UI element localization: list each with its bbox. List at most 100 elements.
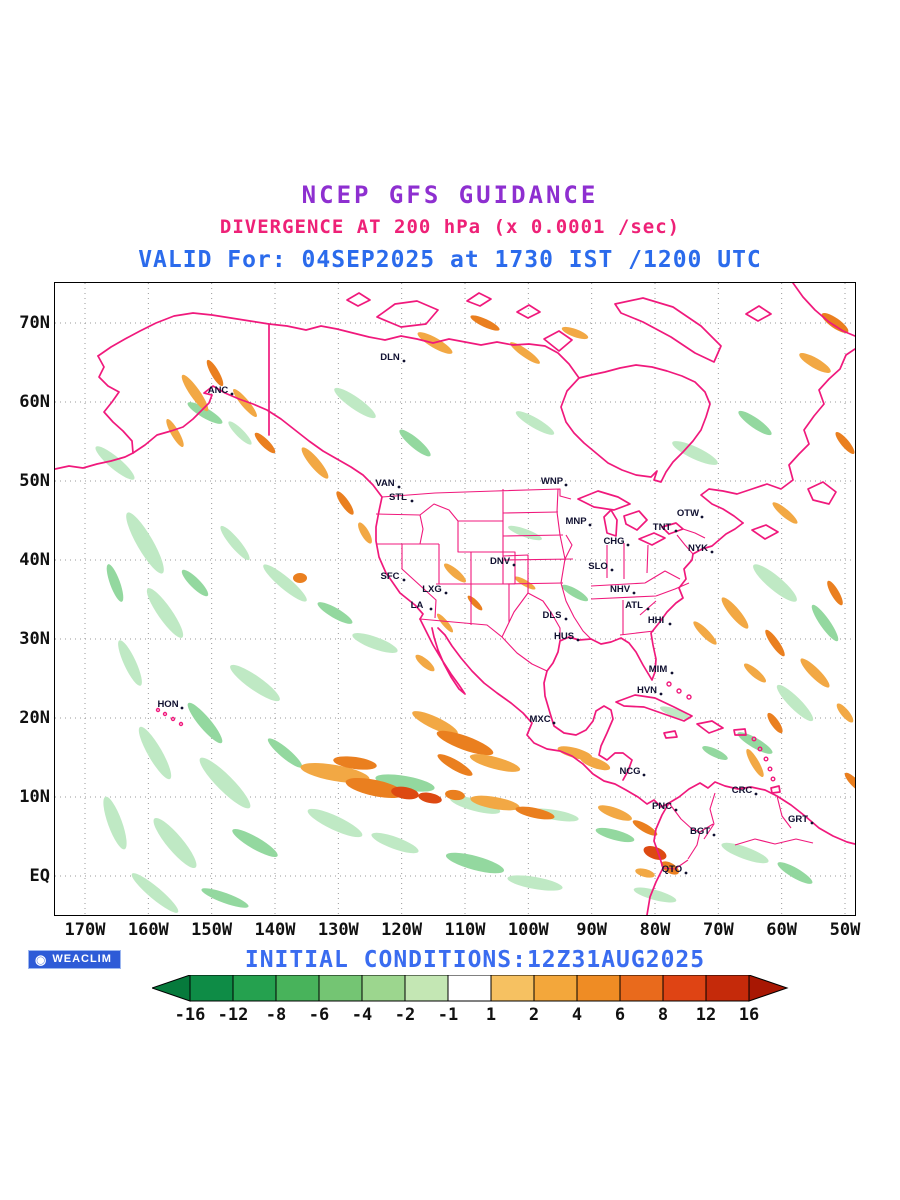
antilles-island xyxy=(767,766,773,772)
antilles-island xyxy=(770,776,776,782)
divergence-patch xyxy=(418,792,442,804)
central-america-pacific-coast xyxy=(582,763,670,808)
lon-tick-130w: 130W xyxy=(317,920,359,940)
station-label-qto: QTO xyxy=(662,864,682,875)
victoria-island xyxy=(376,300,439,328)
lake-erie xyxy=(638,532,666,546)
colorbar-segment xyxy=(619,974,664,1002)
divergence-patch xyxy=(201,888,249,908)
divergence-patch xyxy=(199,757,251,809)
chart-subtitle: DIVERGENCE AT 200 hPa (x 0.0001 /sec) xyxy=(219,216,681,238)
divergence-patch xyxy=(449,796,501,814)
divergence-patch xyxy=(515,806,555,820)
station-label-mim: MIM xyxy=(649,664,668,675)
station-label-tnt: TNT xyxy=(653,522,672,533)
divergence-patch xyxy=(765,629,785,657)
colorbar-tick-label: 4 xyxy=(572,1005,582,1025)
station-marker xyxy=(610,568,614,572)
station-marker xyxy=(410,499,414,503)
lake-superior xyxy=(577,490,631,511)
divergence-patch xyxy=(232,829,278,857)
station-label-lxg: LXG xyxy=(422,584,442,595)
station-marker xyxy=(632,591,636,595)
divergence-patch xyxy=(643,846,667,860)
station-label-wnp: WNP xyxy=(541,476,564,487)
colorbar-tick-label: 6 xyxy=(615,1005,625,1025)
st-lawrence-labrador-coast xyxy=(700,348,855,524)
station-label-crc: CRC xyxy=(732,785,753,796)
station-label-grt: GRT xyxy=(788,814,808,825)
divergence-patch xyxy=(437,754,473,776)
divergence-patch xyxy=(561,584,589,602)
divergence-patch xyxy=(508,525,542,541)
divergence-patch xyxy=(579,755,611,771)
lon-tick-100w: 100W xyxy=(507,920,549,940)
station-label-dnv: DNV xyxy=(490,556,511,567)
divergence-patch xyxy=(445,789,465,801)
divergence-patch xyxy=(836,703,854,723)
divergence-patch xyxy=(515,411,555,435)
divergence-patch xyxy=(131,873,179,913)
hispaniola xyxy=(696,720,724,734)
divergence-shading xyxy=(95,312,855,913)
divergence-patch xyxy=(126,512,164,574)
station-label-ncg: NCG xyxy=(619,766,640,777)
station-label-dls: DLS xyxy=(543,610,562,621)
divergence-patch xyxy=(737,732,773,754)
divergence-patch xyxy=(800,658,830,688)
newfoundland xyxy=(807,481,837,505)
divergence-patch xyxy=(375,774,435,792)
bahamas-island xyxy=(686,694,692,700)
divergence-patch xyxy=(510,342,540,364)
station-marker xyxy=(700,515,704,519)
divergence-patch xyxy=(772,502,798,524)
lon-tick-110w: 110W xyxy=(444,920,486,940)
colorbar-right-arrow xyxy=(748,974,789,1002)
divergence-patch xyxy=(721,597,749,629)
gulf-of-mexico-south-coast xyxy=(543,670,633,781)
station-label-chg: CHG xyxy=(603,536,624,547)
arctic-coast xyxy=(97,312,580,379)
lake-huron xyxy=(623,510,648,531)
station-marker xyxy=(402,578,406,582)
lat-tick-70n: 70N xyxy=(19,313,50,333)
divergence-patch xyxy=(777,862,813,884)
colorbar-tick-label: -6 xyxy=(309,1005,329,1025)
colorbar: -16 -12 -8 -6 -4 -2 -1 1 2 4 6 8 12 16 xyxy=(150,974,802,1031)
divergence-patch xyxy=(293,573,307,583)
antilles-island xyxy=(763,756,769,762)
divergence-patch xyxy=(317,602,353,624)
us-east-coast xyxy=(546,522,744,681)
colorbar-segment xyxy=(447,974,492,1002)
station-marker xyxy=(659,692,663,696)
antilles-island xyxy=(757,746,763,752)
divergence-patch xyxy=(267,738,303,768)
station-marker xyxy=(674,529,678,533)
bahamas-island xyxy=(676,688,682,694)
divergence-patch xyxy=(334,387,376,419)
divergence-patch xyxy=(187,402,223,424)
divergence-patch xyxy=(307,808,363,838)
station-marker xyxy=(712,833,716,837)
station-label-atl: ATL xyxy=(625,600,643,611)
lat-tick-50n: 50N xyxy=(19,471,50,491)
map-canvas: ANC DLN VAN STL WNP MNP CHG TNT OTW NYK DNV SLO SFC L… xyxy=(55,283,855,915)
station-marker xyxy=(429,607,433,611)
puerto-rico xyxy=(733,728,747,736)
lat-tick-10n: 10N xyxy=(19,787,50,807)
jamaica xyxy=(663,730,678,739)
divergence-patch xyxy=(632,820,658,836)
colorbar-tick-label: -12 xyxy=(218,1005,249,1025)
lat-tick-30n: 30N xyxy=(19,629,50,649)
divergence-patch xyxy=(230,664,280,702)
divergence-patch xyxy=(443,563,467,583)
station-label-van: VAN xyxy=(375,478,394,489)
divergence-patch xyxy=(844,772,855,794)
antilles-island xyxy=(751,736,757,742)
divergence-patch xyxy=(181,569,209,597)
colorbar-left-arrow xyxy=(150,974,191,1002)
colorbar-tick-label: 8 xyxy=(658,1005,668,1025)
divergence-patch xyxy=(153,817,197,869)
station-marker xyxy=(397,485,401,489)
coastlines xyxy=(55,283,855,915)
